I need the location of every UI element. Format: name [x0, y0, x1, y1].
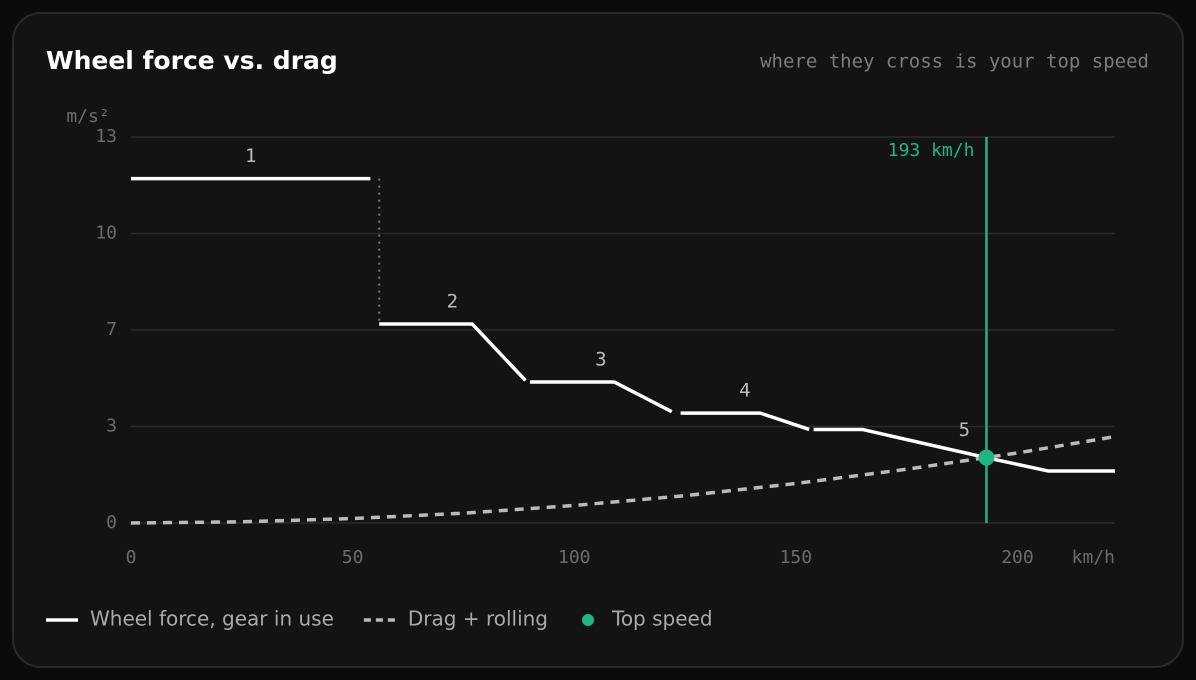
legend-label: Drag + rolling	[408, 607, 548, 631]
y-axis-label: m/s²	[66, 106, 109, 127]
x-tick-label: 0	[126, 547, 137, 568]
drag-line	[130, 434, 1116, 525]
x-tick-label: 150	[780, 547, 813, 568]
gear-label: 3	[595, 348, 606, 370]
gear-label: 2	[447, 291, 458, 313]
y-tick-label: 0	[106, 512, 117, 533]
gear-label: 4	[739, 380, 750, 402]
y-tick-label: 7	[106, 319, 117, 340]
y-tick-label: 10	[95, 223, 117, 244]
card	[12, 12, 1184, 668]
legend-swatch	[582, 614, 594, 626]
top-speed-label: 193 km/h	[888, 140, 975, 161]
top-speed-marker	[978, 449, 995, 466]
gear-label: 5	[959, 419, 970, 441]
x-tick-label: 200	[1001, 547, 1034, 568]
y-tick-label: 3	[106, 416, 117, 437]
chart-subtitle: where they cross is your top speed	[760, 51, 1149, 73]
legend-label: Wheel force, gear in use	[90, 607, 334, 631]
x-tick-label: 50	[342, 547, 364, 568]
gear-label: 1	[245, 145, 256, 167]
wheel-force-line	[131, 176, 1115, 473]
y-tick-label: 13	[95, 126, 117, 147]
legend-label: Top speed	[611, 607, 713, 631]
x-tick-label: 100	[558, 547, 591, 568]
chart-title: Wheel force vs. drag	[46, 46, 338, 75]
x-axis-label: km/h	[1072, 547, 1115, 568]
